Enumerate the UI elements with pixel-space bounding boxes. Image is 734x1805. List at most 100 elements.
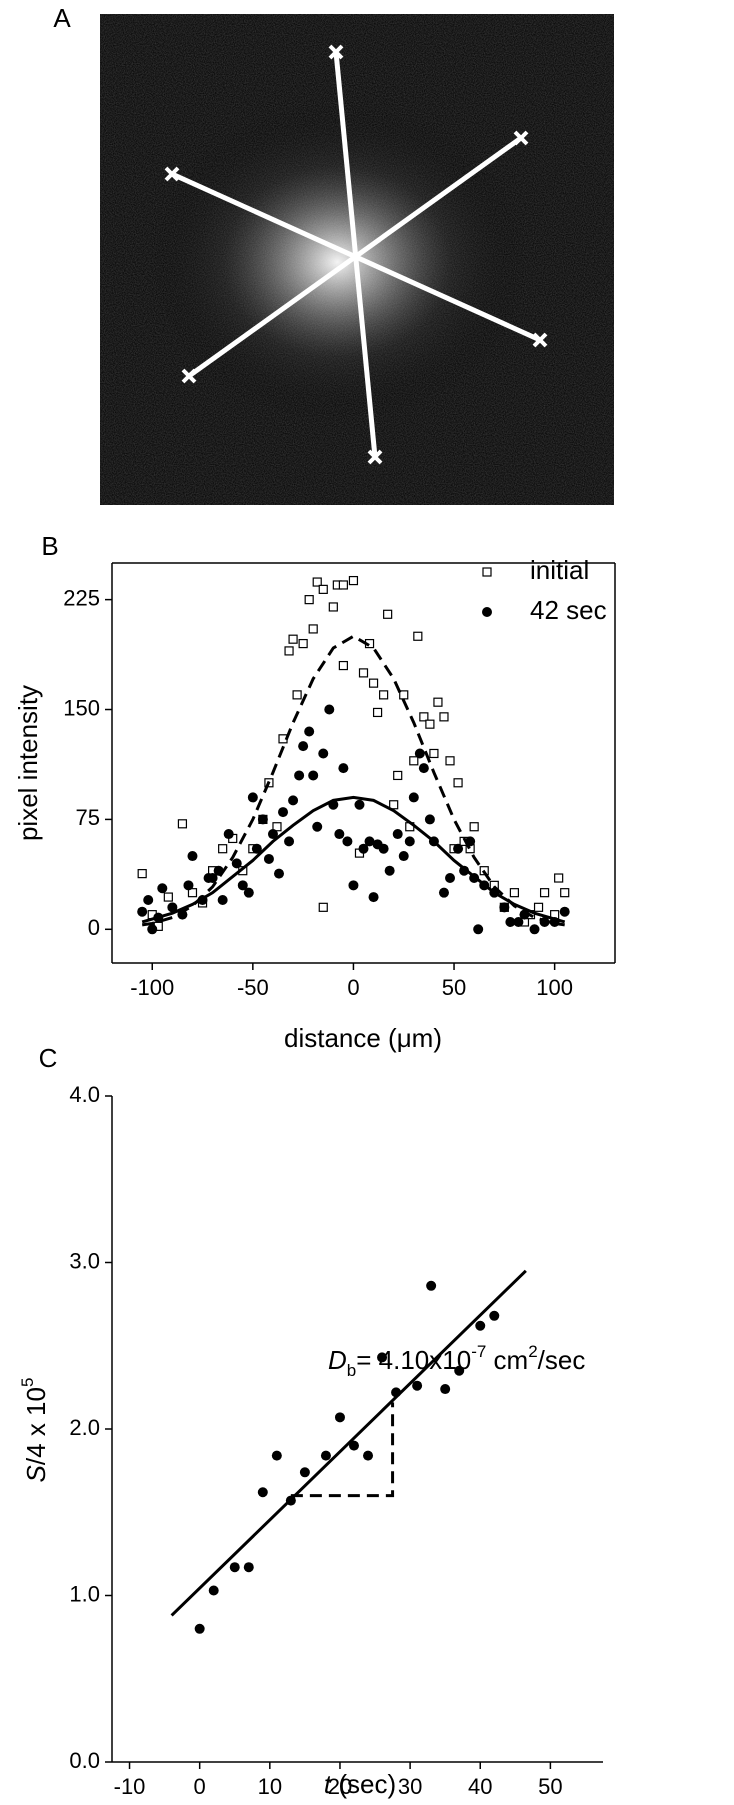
y-tick-label: 0 <box>88 915 100 940</box>
fit-line <box>290 1402 395 1498</box>
y-label: S/4 x 105 <box>18 1378 51 1483</box>
x-tick-label: 50 <box>442 975 466 1000</box>
point <box>292 690 302 700</box>
line-end-markers <box>164 44 548 465</box>
x-tick-label: 50 <box>538 1774 562 1799</box>
point <box>429 748 439 759</box>
point <box>560 888 570 898</box>
point <box>218 844 228 854</box>
point <box>318 748 329 759</box>
point <box>308 770 319 781</box>
point <box>334 829 345 840</box>
y-tick-label: 2.0 <box>69 1415 100 1440</box>
point <box>509 888 519 898</box>
y-tick-label: 75 <box>76 805 100 830</box>
point <box>257 1487 268 1498</box>
point <box>358 843 369 854</box>
point <box>208 1585 219 1596</box>
label-part: S <box>21 1464 51 1482</box>
annotation-part: /sec <box>538 1345 586 1375</box>
point <box>368 678 379 688</box>
point <box>334 1412 345 1423</box>
point <box>438 887 449 898</box>
point <box>348 880 359 891</box>
point <box>187 888 198 898</box>
point <box>404 836 415 847</box>
point <box>243 1562 254 1573</box>
panel-label: A <box>53 3 71 33</box>
point <box>364 836 375 847</box>
x-tick-label: 0 <box>194 1774 206 1799</box>
point <box>409 756 419 766</box>
point <box>284 646 294 656</box>
point <box>445 873 456 884</box>
point <box>231 858 242 869</box>
point <box>383 609 393 619</box>
point <box>559 906 570 917</box>
point <box>271 1450 282 1461</box>
point <box>513 916 524 927</box>
annotation-part: 2 <box>528 1342 537 1361</box>
point <box>273 868 284 879</box>
point <box>408 792 419 803</box>
point <box>414 748 425 759</box>
point <box>348 575 359 586</box>
point <box>433 697 443 707</box>
point <box>338 580 348 590</box>
legend-label: initial <box>530 555 589 585</box>
label-part: 5 <box>18 1378 37 1387</box>
point <box>454 1365 465 1376</box>
point <box>320 1450 331 1461</box>
point <box>399 690 409 700</box>
legend-marker <box>482 607 492 617</box>
profile-line <box>186 135 524 379</box>
point <box>267 829 278 840</box>
point <box>318 584 328 594</box>
point <box>272 822 282 832</box>
point <box>257 814 268 825</box>
point <box>554 873 564 883</box>
point <box>294 770 305 781</box>
point <box>418 763 429 774</box>
point <box>426 1280 437 1291</box>
legend-marker <box>482 567 492 577</box>
annotation-part: b <box>347 1361 356 1380</box>
point <box>338 763 349 774</box>
end-marker <box>164 44 548 465</box>
point <box>187 851 198 862</box>
point <box>393 770 403 781</box>
point <box>425 719 435 729</box>
point <box>372 707 383 718</box>
x-tick-label: -100 <box>130 975 174 1000</box>
y-tick-label: 3.0 <box>69 1248 100 1273</box>
point <box>424 814 435 825</box>
point <box>379 690 389 700</box>
point <box>308 624 318 634</box>
point <box>324 704 335 715</box>
panel-label: B <box>41 531 58 561</box>
x-tick-label: 30 <box>398 1774 422 1799</box>
y-tick-label: 225 <box>63 585 100 610</box>
y-tick-label: 0.0 <box>69 1748 100 1773</box>
point <box>473 924 484 935</box>
point <box>499 902 510 913</box>
point <box>147 924 158 935</box>
point <box>304 595 314 605</box>
point <box>412 1380 423 1391</box>
point <box>384 865 395 876</box>
point <box>318 902 328 912</box>
y-tick-label: 150 <box>63 695 100 720</box>
point <box>529 924 540 935</box>
point <box>157 883 168 894</box>
point <box>398 851 409 862</box>
point <box>284 836 295 847</box>
point <box>368 892 379 903</box>
point <box>183 880 194 891</box>
point <box>251 843 262 854</box>
annotation: Db= 4.10x10-7 cm2/sec <box>328 1342 585 1380</box>
point <box>167 902 178 913</box>
point <box>358 668 369 678</box>
point <box>223 829 234 840</box>
point <box>312 577 322 587</box>
